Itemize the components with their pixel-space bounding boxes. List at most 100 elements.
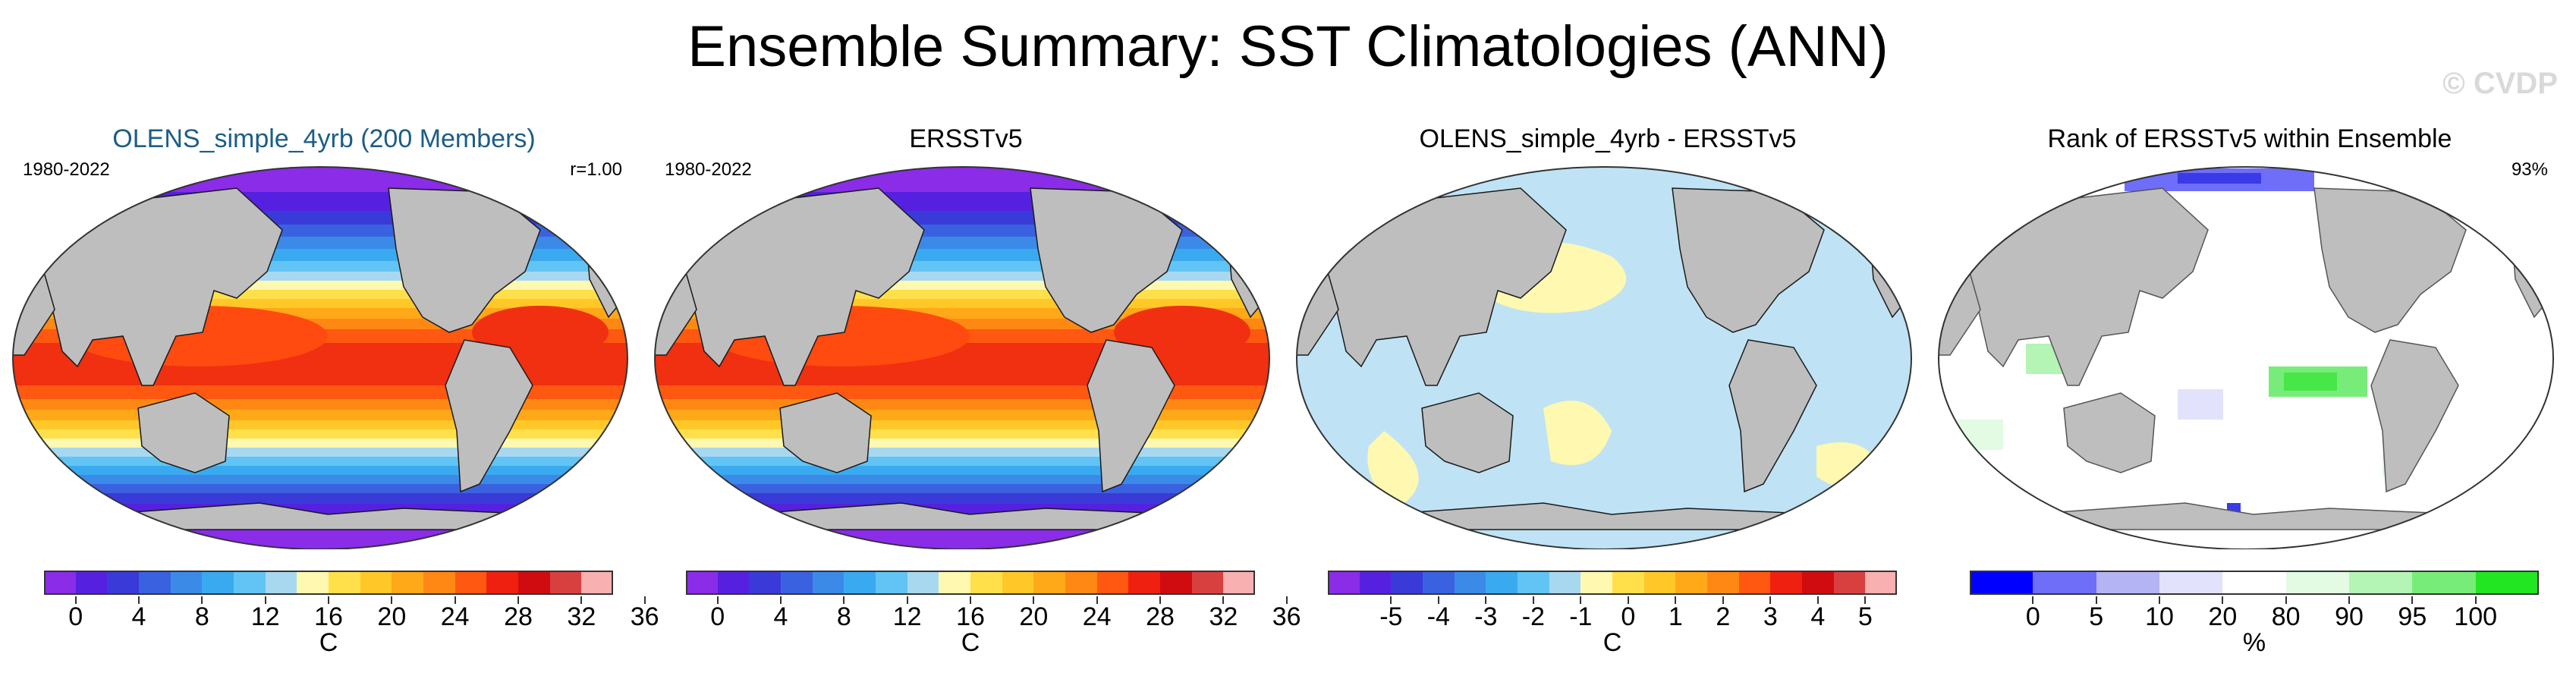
colorbar-swatch: [1065, 571, 1098, 595]
colorbar-tick-label: 5: [1857, 602, 1873, 631]
land-asia: [31, 187, 283, 386]
colorbar-tick: [1033, 596, 1035, 604]
colorbar-tick: [716, 596, 719, 604]
colorbar-tick: [2348, 596, 2350, 604]
period-label: 1980-2022: [665, 159, 752, 180]
colorbar-swatch: [360, 571, 392, 595]
colorbar-swatch: [2222, 571, 2287, 595]
colorbar-tick-label: 5: [2089, 602, 2104, 631]
colorbar-frame: [1970, 571, 2539, 595]
colorbar-tick: [1159, 596, 1161, 604]
colorbar-tick: [643, 596, 646, 604]
colorbar-tick: [1769, 596, 1772, 604]
land-australia: [2063, 392, 2156, 473]
colorbar-swatch: [2475, 571, 2540, 595]
colorbar-tick: [2095, 596, 2097, 604]
colorbar-swatch: [2033, 571, 2097, 595]
colorbar-tick-label: 24: [440, 602, 470, 631]
colorbar-unit: %: [2242, 628, 2266, 657]
colorbar-swatch: [1191, 571, 1224, 595]
colorbar-tick-label: -4: [1426, 602, 1450, 631]
colorbar-swatch: [1128, 571, 1161, 595]
colorbar-tick-label: -2: [1521, 602, 1545, 631]
colorbar-tick: [1864, 596, 1867, 604]
colorbar-frame: [686, 571, 1255, 595]
colorbar-tick-label: 0: [2025, 602, 2040, 631]
colorbar-tick-label: 12: [250, 602, 280, 631]
colorbar-swatch: [1802, 571, 1835, 595]
colorbar-swatch: [1970, 571, 2033, 595]
colorbar-swatch: [234, 571, 266, 595]
map-field: [13, 167, 627, 549]
colorbar-swatch: [329, 571, 361, 595]
colorbar-swatch: [1223, 571, 1256, 595]
colorbar-tick-label: 1: [1668, 602, 1683, 631]
colorbar-swatch: [1160, 571, 1193, 595]
colorbar-tick: [1532, 596, 1534, 604]
panel-title: ERSSTv5: [909, 124, 1023, 153]
land-north-america: [388, 187, 541, 333]
colorbar-tick: [1722, 596, 1724, 604]
map-outline: [654, 166, 1270, 549]
stat-label: 93%: [2511, 159, 2548, 180]
colorbar-swatch: [939, 571, 971, 595]
colorbar-tick: [201, 596, 203, 604]
colorbar-swatch: [1454, 571, 1486, 595]
colorbar-swatch: [844, 571, 876, 595]
land-south-america: [1087, 339, 1175, 493]
colorbar-swatch: [423, 571, 456, 595]
world-map: [1296, 166, 1912, 549]
land-north-america: [1030, 187, 1183, 333]
colorbar-swatch: [202, 571, 234, 595]
colorbar-tick: [1816, 596, 1819, 604]
colorbar-tick-label: 4: [773, 602, 788, 631]
colorbar-swatch: [1707, 571, 1740, 595]
colorbar-tick-label: 95: [2398, 602, 2427, 631]
colorbar-swatch: [549, 571, 582, 595]
colorbar-tick: [2474, 596, 2477, 604]
colorbar-tick: [2222, 596, 2224, 604]
colorbar-tick-label: 28: [504, 602, 533, 631]
colorbar-tick: [843, 596, 845, 604]
map-panel-2: ERSSTv5 1980-2022: [651, 114, 1281, 561]
colorbar-swatch: [107, 571, 140, 595]
panel-title: OLENS_simple_4yrb - ERSSTv5: [1419, 124, 1797, 153]
colorbar-tick-label: 20: [2208, 602, 2238, 631]
colorbar-tick-label: 36: [630, 602, 659, 631]
colorbar-swatch: [1359, 571, 1392, 595]
colorbar-tick: [2159, 596, 2160, 604]
colorbar-swatch: [486, 571, 519, 595]
colorbar-unit: C: [961, 628, 980, 657]
colorbar-tick: [138, 596, 140, 604]
colorbar-tick: [1285, 596, 1288, 604]
colorbar-swatch: [1738, 571, 1771, 595]
land-south-america: [445, 339, 533, 493]
colorbar-tick: [1627, 596, 1629, 604]
cvdp-watermark: © CVDP: [2442, 67, 2558, 100]
land-south-america: [2370, 339, 2459, 493]
colorbar-tick-label: 28: [1146, 602, 1175, 631]
colorbar-swatch: [1612, 571, 1645, 595]
colorbar-tick: [1222, 596, 1225, 604]
colorbar-swatch: [44, 571, 77, 595]
colorbar-tick-label: 4: [1810, 602, 1826, 631]
colorbar-tick: [328, 596, 329, 604]
colorbar-swatch: [2412, 571, 2477, 595]
colorbar-swatch: [518, 571, 551, 595]
world-map: [654, 166, 1270, 549]
colorbar-tick-label: 0: [710, 602, 725, 631]
colorbar-swatch: [1865, 571, 1898, 595]
world-map: [1938, 166, 2554, 549]
map-outline: [1938, 166, 2554, 549]
colorbar-tick-label: 20: [1019, 602, 1049, 631]
colorbar-swatch: [581, 571, 614, 595]
map-field: [655, 167, 1269, 549]
colorbar-swatch: [970, 571, 1003, 595]
colorbar-swatch: [2349, 571, 2413, 595]
land-north-america: [1672, 187, 1825, 333]
colorbar-tick: [2032, 596, 2034, 604]
colorbar-swatch: [812, 571, 845, 595]
colorbar-tick-label: 16: [314, 602, 343, 631]
colorbar-tick: [780, 596, 782, 604]
land-australia: [137, 392, 230, 473]
